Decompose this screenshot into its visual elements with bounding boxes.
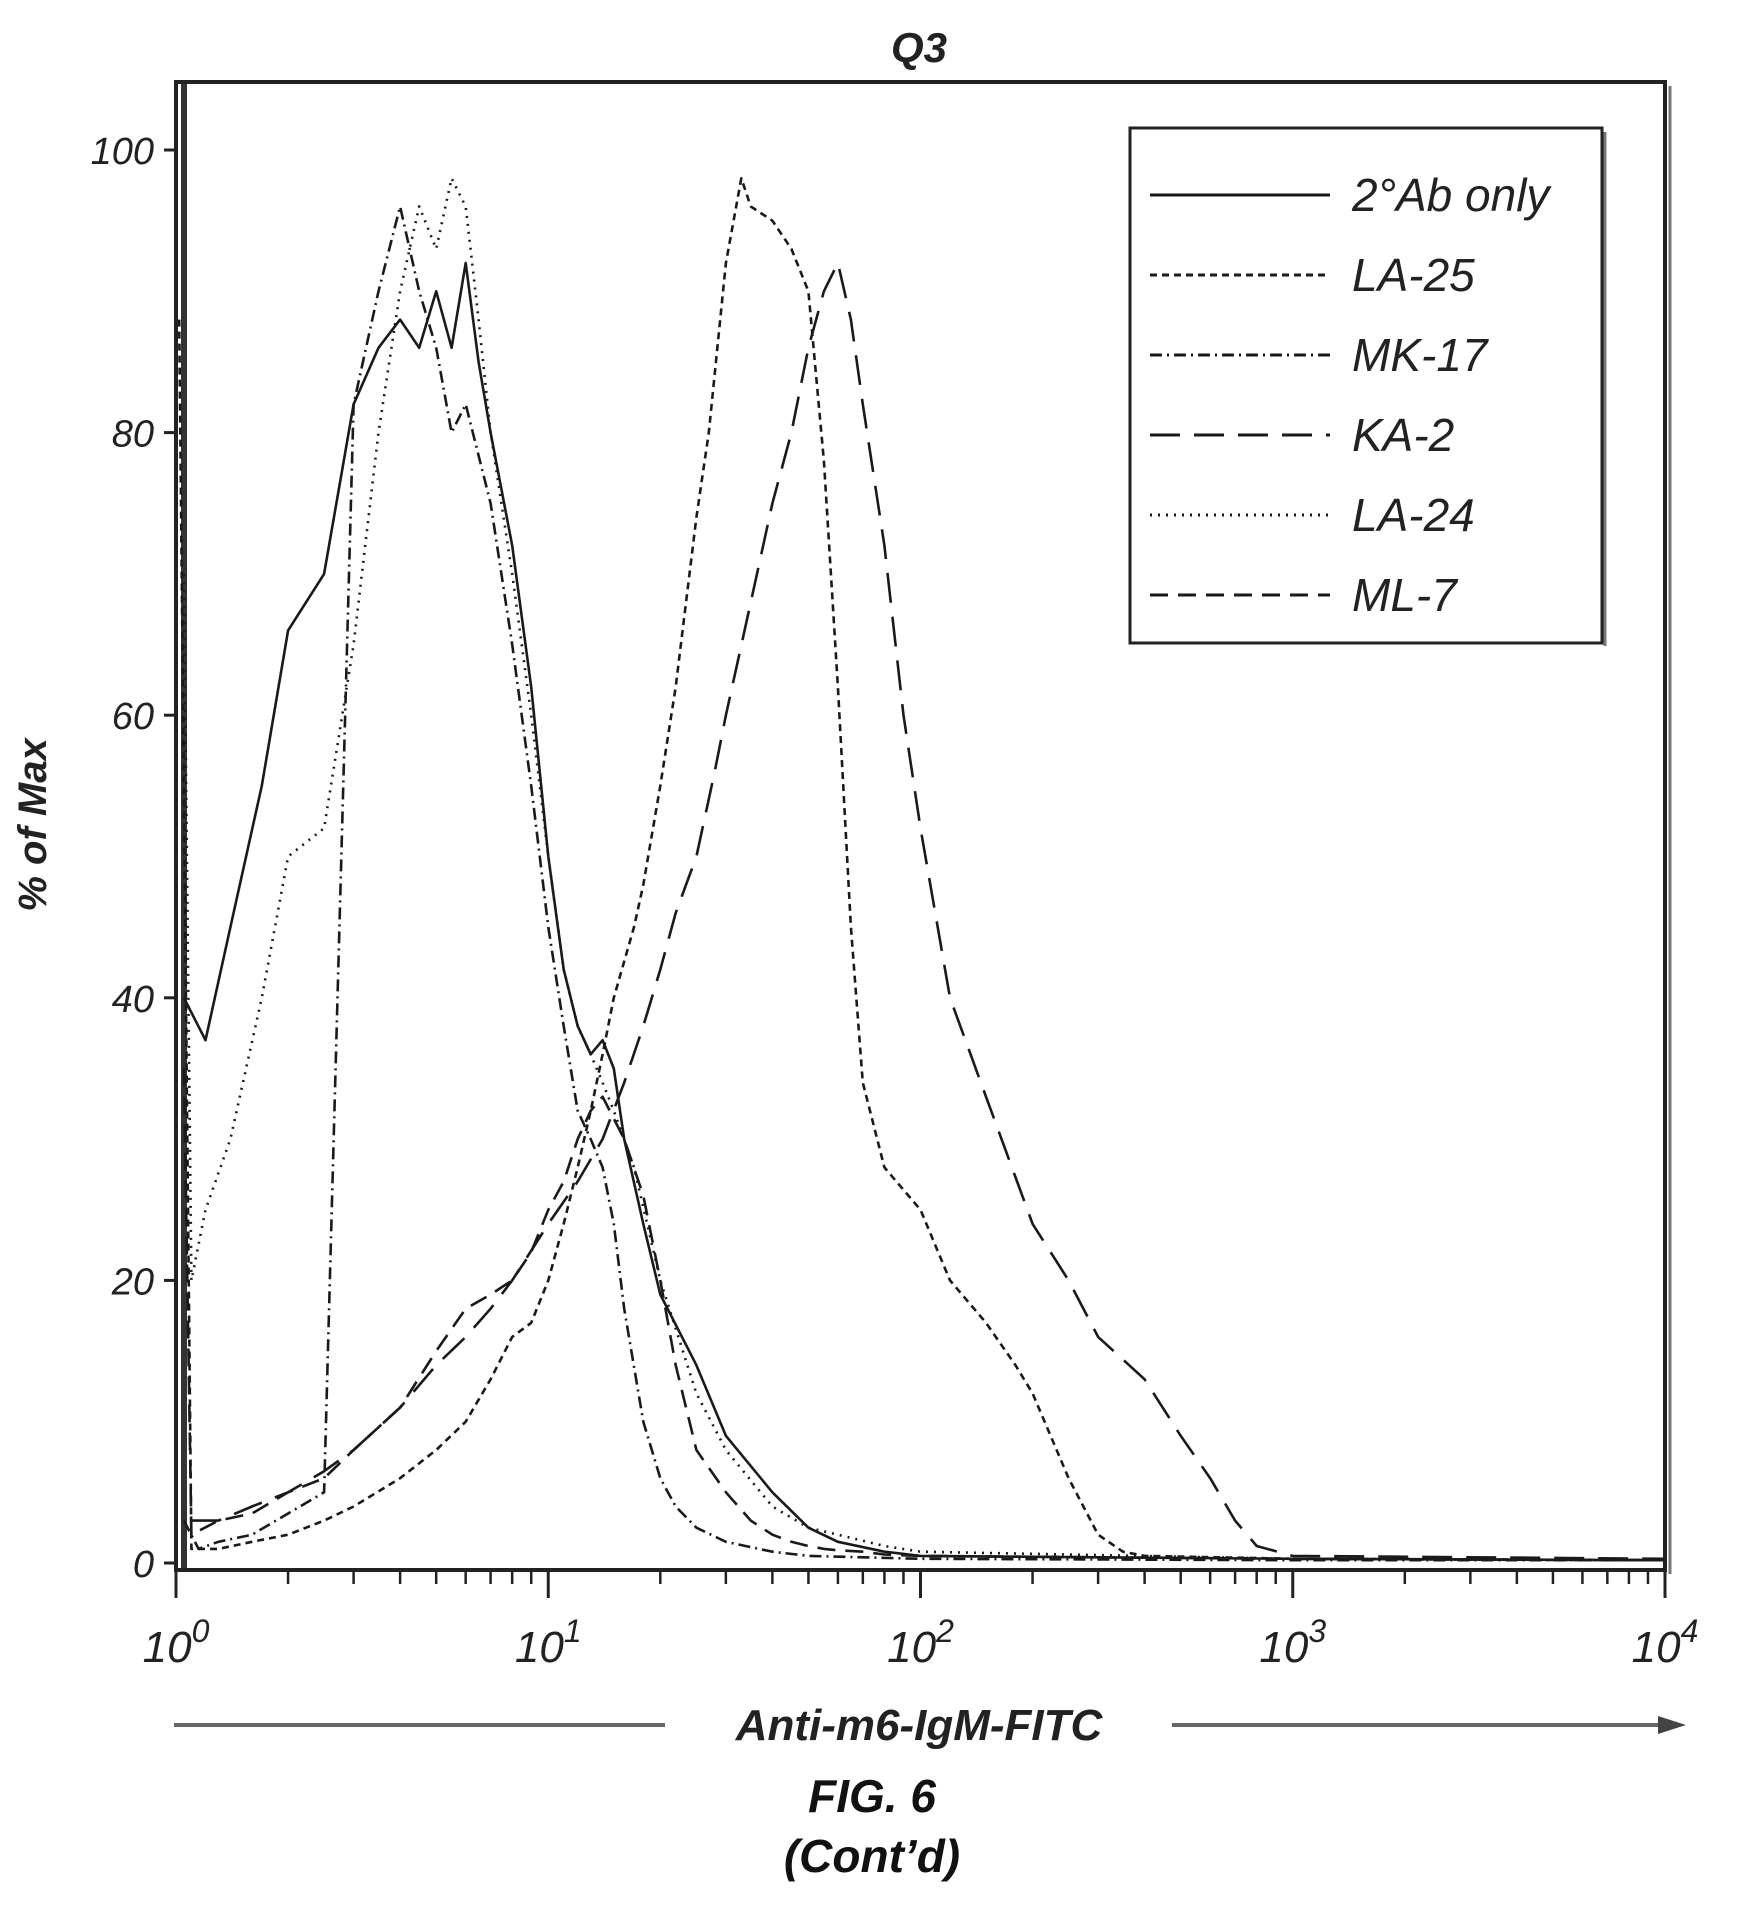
y-tick-label: 20 xyxy=(111,1261,154,1303)
y-axis-label: % of Max xyxy=(11,737,55,912)
x-axis-label: Anti-m6-IgM-FITC xyxy=(735,1701,1104,1750)
legend-label: LA-25 xyxy=(1352,249,1475,301)
series-line-3 xyxy=(182,205,1665,1562)
legend-box xyxy=(1128,126,1604,645)
x-axis-arrow-head xyxy=(1658,1716,1686,1734)
series-line-1 xyxy=(182,261,1666,1562)
legend-label: LA-24 xyxy=(1352,489,1475,541)
x-tick-label: 101 xyxy=(515,1613,582,1672)
series-layer xyxy=(177,177,1666,1562)
series-line-6 xyxy=(182,1068,1666,1562)
legend: 2°Ab only LA-25 MK-17 KA-2 LA-24 ML-7 xyxy=(1128,126,1607,646)
x-tick-label: 104 xyxy=(1632,1613,1699,1672)
x-axis-ticks: 100 101 102 103 104 xyxy=(143,1570,1699,1672)
x-tick-label: 103 xyxy=(1259,1613,1326,1672)
y-tick-label: 40 xyxy=(112,979,154,1021)
series-line-4 xyxy=(191,261,1666,1561)
legend-label: MK-17 xyxy=(1352,329,1489,381)
figure-caption: FIG. 6 xyxy=(808,1770,936,1822)
legend-label: ML-7 xyxy=(1352,569,1458,621)
figure-caption-cont: (Cont’d) xyxy=(784,1830,960,1882)
y-tick-label: 100 xyxy=(91,131,154,173)
chart-title: Q3 xyxy=(891,24,947,72)
y-tick-label: 0 xyxy=(133,1544,154,1586)
legend-label: 2°Ab only xyxy=(1351,169,1552,221)
y-tick-label: 80 xyxy=(112,414,154,456)
x-tick-label: 102 xyxy=(887,1613,954,1672)
x-tick-label: 100 xyxy=(143,1613,210,1672)
y-tick-label: 60 xyxy=(112,696,154,738)
y-axis-ticks: 0 20 40 60 80 100 xyxy=(91,131,176,1586)
series-line-2 xyxy=(177,177,1666,1562)
legend-label: KA-2 xyxy=(1352,409,1454,461)
